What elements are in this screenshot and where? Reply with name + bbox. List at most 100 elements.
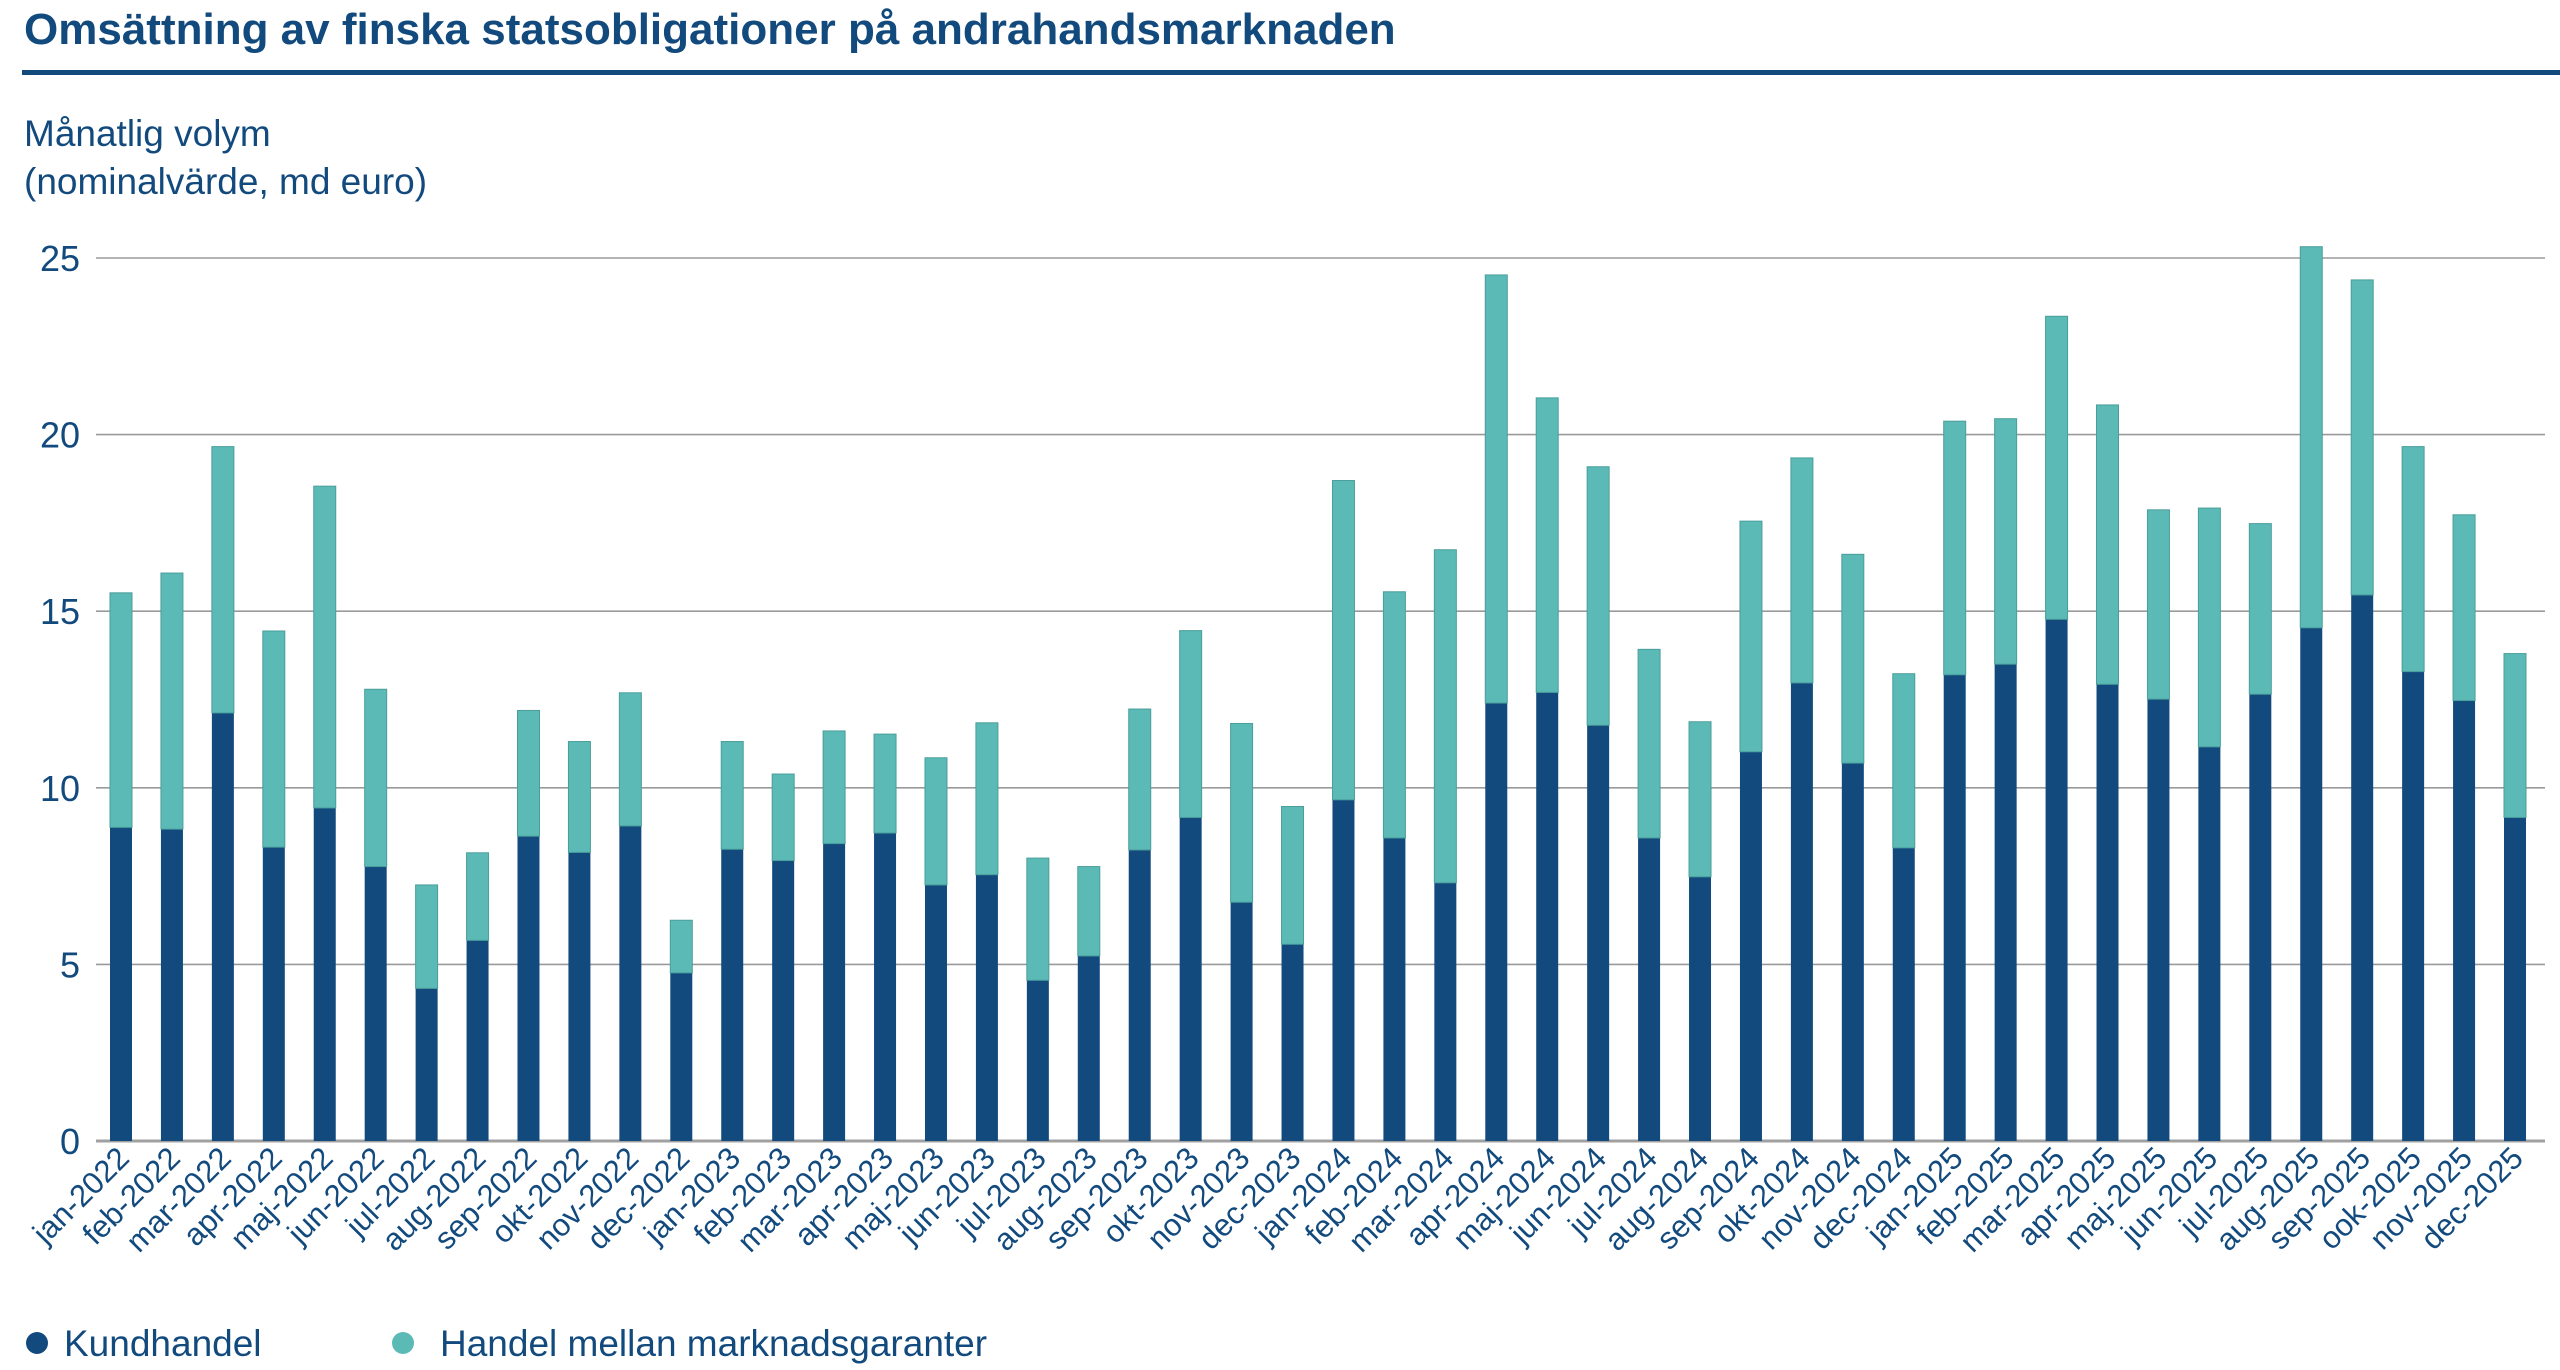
bar-handel-mellan-marknadsgaranter (1382, 591, 1406, 839)
bar-kundhandel (670, 972, 693, 1141)
chart-title: Omsättning av finska statsobligationer p… (24, 5, 1396, 54)
bar-handel-mellan-marknadsgaranter (109, 592, 133, 828)
bar-handel-mellan-marknadsgaranter (1484, 274, 1508, 704)
legend-label-handel-mellan: Handel mellan marknadsgaranter (440, 1323, 987, 1364)
bar-kundhandel (1230, 902, 1253, 1141)
bar-kundhandel (975, 874, 998, 1141)
bar-kundhandel (1128, 849, 1151, 1141)
bar-handel-mellan-marknadsgaranter (2096, 404, 2120, 685)
bar-handel-mellan-marknadsgaranter (516, 709, 540, 837)
bar-kundhandel (1179, 817, 1202, 1141)
bar-kundhandel (823, 843, 846, 1141)
bar-handel-mellan-marknadsgaranter (1281, 806, 1305, 945)
bar-handel-mellan-marknadsgaranter (1994, 418, 2018, 665)
bar-handel-mellan-marknadsgaranter (1688, 721, 1712, 878)
bar-handel-mellan-marknadsgaranter (160, 572, 184, 830)
bar-handel-mellan-marknadsgaranter (313, 485, 337, 809)
bar-handel-mellan-marknadsgaranter (466, 852, 490, 941)
bar-kundhandel (415, 988, 438, 1141)
bar-handel-mellan-marknadsgaranter (2146, 509, 2170, 700)
bar-kundhandel (1026, 980, 1049, 1141)
legend: Kundhandel Handel mellan marknadsgarante… (26, 1323, 987, 1364)
bar-kundhandel (1383, 837, 1406, 1141)
bar-kundhandel (1841, 763, 1864, 1141)
y-tick-label: 0 (60, 1121, 80, 1162)
bar-handel-mellan-marknadsgaranter (1077, 866, 1101, 957)
bar-handel-mellan-marknadsgaranter (2503, 653, 2527, 818)
bar-kundhandel (874, 833, 897, 1141)
bar-kundhandel (2351, 594, 2374, 1141)
bar-handel-mellan-marknadsgaranter (822, 730, 846, 845)
bar-handel-mellan-marknadsgaranter (1637, 648, 1661, 839)
bar-handel-mellan-marknadsgaranter (1026, 857, 1050, 981)
bar-kundhandel (619, 825, 642, 1141)
bar-handel-mellan-marknadsgaranter (975, 722, 999, 876)
bar-handel-mellan-marknadsgaranter (1535, 397, 1559, 693)
bar-handel-mellan-marknadsgaranter (873, 733, 897, 834)
bar-kundhandel (1434, 882, 1457, 1141)
bar-kundhandel (313, 807, 336, 1141)
bar-handel-mellan-marknadsgaranter (2350, 279, 2374, 596)
bar-handel-mellan-marknadsgaranter (2299, 246, 2323, 629)
bar-kundhandel (517, 836, 540, 1141)
bar-kundhandel (1587, 725, 1610, 1141)
bar-kundhandel (110, 827, 132, 1141)
bar-kundhandel (772, 860, 795, 1141)
bar-kundhandel (2300, 627, 2323, 1141)
bar-kundhandel (1332, 799, 1355, 1141)
bar-kundhandel (1536, 692, 1559, 1141)
gridlines (96, 257, 2545, 1143)
bar-handel-mellan-marknadsgaranter (1230, 723, 1254, 903)
y-axis-label-line-1: Månatlig volym (24, 113, 271, 154)
legend-label-kundhandel: Kundhandel (64, 1323, 262, 1364)
bar-handel-mellan-marknadsgaranter (364, 688, 388, 868)
bar-kundhandel (2147, 699, 2170, 1141)
bar-kundhandel (1485, 703, 1508, 1141)
bar-kundhandel (2249, 694, 2272, 1141)
y-axis-ticks: 0 5 10 15 20 25 (40, 238, 80, 1162)
bar-kundhandel (2096, 684, 2119, 1141)
legend-marker-handel-mellan (392, 1332, 414, 1354)
bar-handel-mellan-marknadsgaranter (262, 630, 286, 848)
bar-kundhandel (1790, 682, 1813, 1141)
bar-kundhandel (2453, 700, 2476, 1141)
bar-kundhandel (364, 866, 387, 1141)
bar-kundhandel (1281, 944, 1304, 1141)
bar-kundhandel (2504, 817, 2526, 1141)
y-tick-label: 25 (40, 238, 80, 279)
bar-kundhandel (1689, 876, 1712, 1141)
bar-handel-mellan-marknadsgaranter (1128, 708, 1152, 851)
bar-handel-mellan-marknadsgaranter (2248, 523, 2272, 695)
bar-handel-mellan-marknadsgaranter (1433, 549, 1457, 884)
legend-marker-kundhandel (26, 1332, 48, 1354)
y-axis-label-line-2: (nominalvärde, md euro) (24, 161, 427, 202)
bar-kundhandel (2402, 671, 2425, 1141)
bar-handel-mellan-marknadsgaranter (1739, 520, 1763, 753)
bar-handel-mellan-marknadsgaranter (2401, 446, 2425, 673)
bar-kundhandel (568, 852, 591, 1141)
y-tick-label: 5 (60, 944, 80, 985)
bar-kundhandel (1077, 955, 1100, 1141)
bar-kundhandel (2198, 746, 2221, 1141)
bars (109, 246, 2527, 1141)
bar-kundhandel (924, 884, 947, 1141)
title-rule (22, 70, 2560, 75)
bar-handel-mellan-marknadsgaranter (1586, 466, 1610, 726)
bar-kundhandel (1994, 664, 2017, 1141)
bar-handel-mellan-marknadsgaranter (415, 884, 439, 989)
y-tick-label: 20 (40, 415, 80, 456)
bar-handel-mellan-marknadsgaranter (771, 773, 795, 862)
bar-kundhandel (1892, 847, 1915, 1141)
bar-handel-mellan-marknadsgaranter (1892, 673, 1916, 849)
bar-kundhandel (721, 849, 744, 1141)
bar-handel-mellan-marknadsgaranter (2197, 507, 2221, 748)
bar-kundhandel (211, 712, 234, 1141)
bar-kundhandel (160, 829, 183, 1141)
bar-handel-mellan-marknadsgaranter (924, 757, 948, 886)
x-axis-ticks: jan-2022feb-2022mar-2022apr-2022maj-2022… (25, 1140, 2530, 1259)
bar-kundhandel (1739, 751, 1762, 1141)
bar-handel-mellan-marknadsgaranter (211, 446, 235, 714)
bar-handel-mellan-marknadsgaranter (669, 919, 693, 974)
bar-kundhandel (2045, 619, 2068, 1141)
